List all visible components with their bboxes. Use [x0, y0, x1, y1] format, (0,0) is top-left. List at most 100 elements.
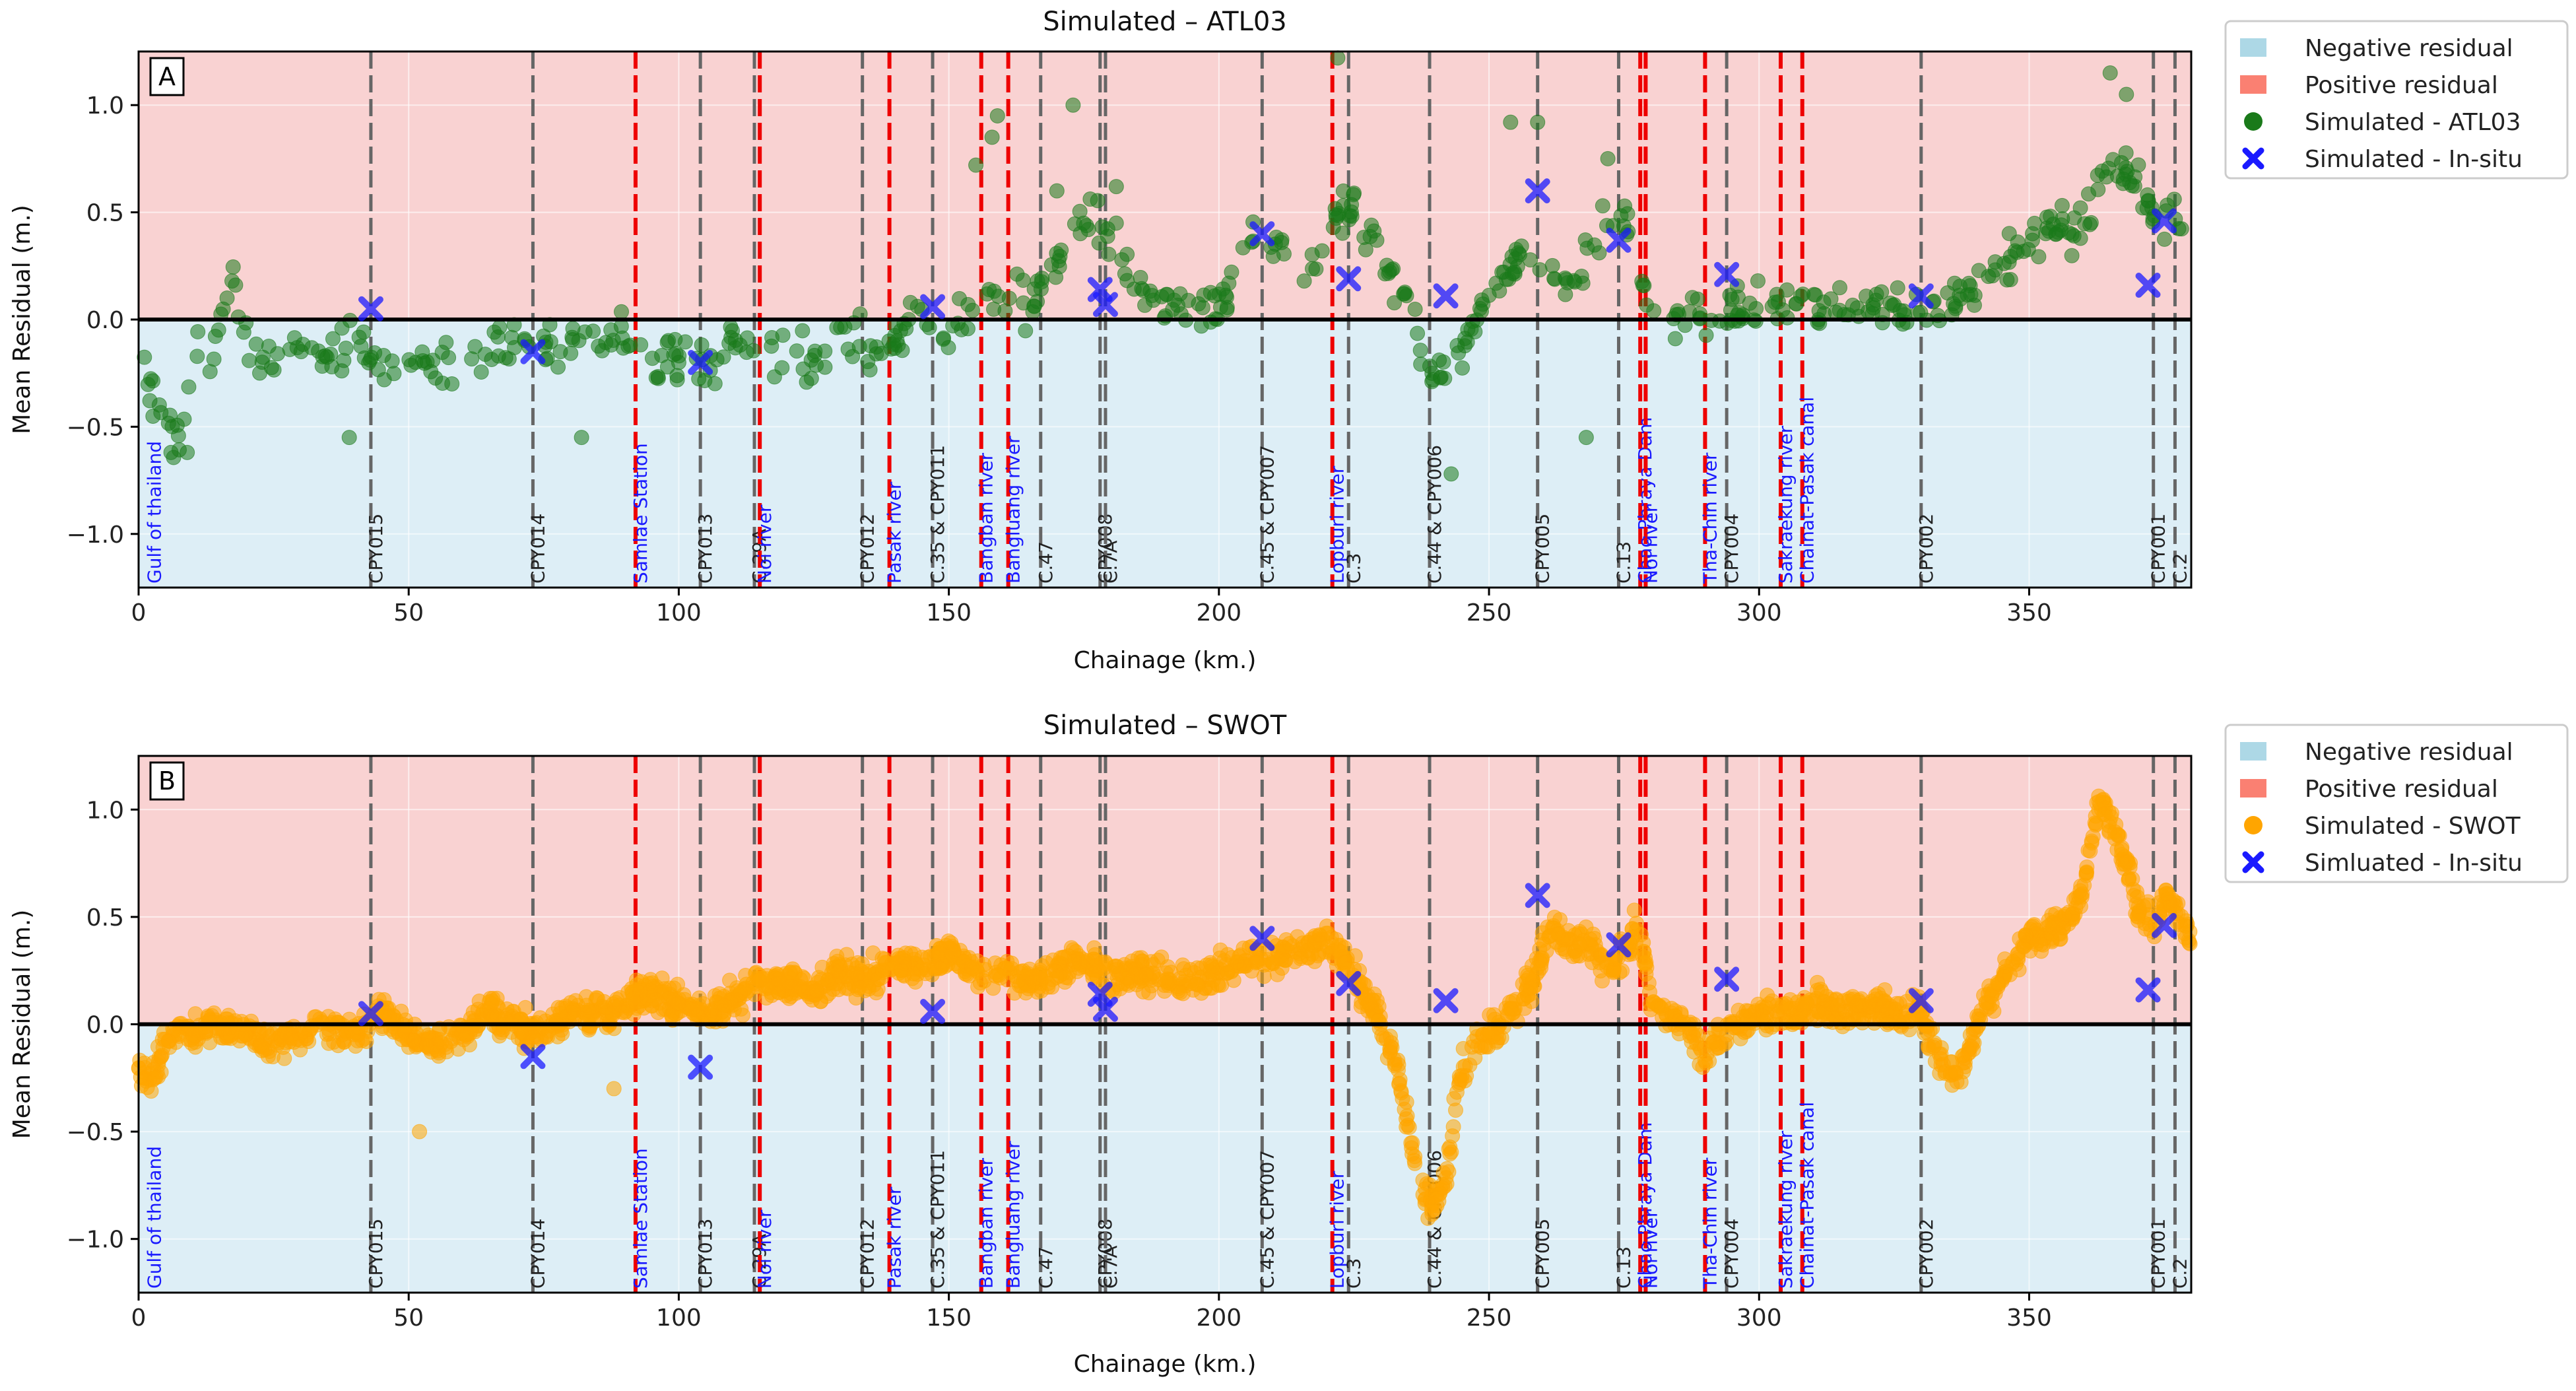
data-point: [338, 340, 354, 356]
data-point: [1123, 973, 1139, 989]
data-point: [286, 330, 302, 346]
data-point: [1172, 984, 1188, 1000]
data-point: [625, 991, 641, 1007]
reference-line-label: Pasak river: [884, 481, 906, 584]
data-point: [1178, 967, 1194, 983]
legend-swatch-positive: [2240, 75, 2266, 94]
data-point: [341, 430, 357, 446]
data-point: [2055, 211, 2070, 226]
data-point: [738, 968, 754, 984]
data-point: [1432, 353, 1447, 368]
data-point: [2018, 927, 2033, 943]
data-point: [1558, 271, 1574, 287]
data-point: [833, 319, 849, 335]
data-point: [2130, 908, 2146, 924]
data-point: [1503, 114, 1519, 130]
data-point: [242, 353, 257, 368]
data-point: [1626, 902, 1642, 918]
data-point: [1399, 1119, 1414, 1135]
data-point: [1808, 287, 1824, 303]
data-point: [687, 1007, 703, 1023]
data-point: [596, 994, 612, 1009]
y-tick-label: −1.0: [67, 522, 124, 549]
reference-line-label: Noi river: [1639, 1209, 1661, 1289]
data-point: [181, 379, 197, 395]
data-point: [563, 345, 579, 361]
data-point: [1504, 265, 1520, 281]
data-point: [2025, 226, 2041, 242]
data-point: [1053, 950, 1069, 966]
reference-line-label: Lopburi river: [1327, 1170, 1348, 1289]
legend-label: Simulated - In-situ: [2305, 146, 2523, 173]
data-point: [1868, 292, 1884, 308]
data-point: [1684, 290, 1700, 306]
data-point: [1966, 297, 1982, 313]
reference-line-label: CPY014: [527, 514, 548, 584]
legend-label: Positive residual: [2305, 72, 2498, 99]
in-situ-marker: [1525, 883, 1550, 908]
in-situ-marker: [520, 1044, 546, 1069]
data-point: [1719, 1027, 1734, 1043]
negative-residual-band: [139, 320, 2191, 588]
data-point: [1526, 978, 1542, 994]
data-point: [574, 430, 589, 446]
data-point: [2096, 807, 2112, 823]
negative-residual-band: [139, 1024, 2191, 1293]
data-point: [875, 963, 890, 978]
in-situ-marker: [1908, 988, 1934, 1013]
data-point: [418, 1038, 434, 1054]
data-point: [987, 968, 1003, 984]
data-point: [324, 359, 340, 375]
data-point: [594, 343, 610, 358]
data-point: [412, 1124, 428, 1139]
data-point: [1996, 255, 2012, 271]
data-point: [490, 1008, 506, 1024]
data-point: [1419, 1176, 1435, 1192]
data-point: [1330, 208, 1346, 224]
x-axis-label: Chainage (km.): [1074, 1351, 1257, 1378]
data-point: [1412, 343, 1428, 358]
data-point: [890, 337, 906, 353]
data-point: [1158, 287, 1174, 302]
y-tick-label: 0.0: [86, 1012, 124, 1039]
data-point: [1742, 295, 1758, 311]
data-point: [1653, 1000, 1669, 1016]
data-point: [1424, 1196, 1440, 1211]
in-situ-marker: [688, 349, 713, 375]
data-point: [1544, 257, 1560, 273]
reference-line-label: CPY012: [857, 514, 878, 584]
data-point: [650, 369, 666, 385]
data-point: [286, 1019, 302, 1035]
in-situ-marker: [1714, 967, 1740, 992]
data-point: [2110, 827, 2126, 842]
data-point: [1387, 1056, 1403, 1071]
data-point: [2181, 935, 2197, 951]
data-point: [694, 337, 710, 353]
data-point: [1750, 273, 1766, 289]
data-point: [851, 980, 867, 996]
data-point: [1330, 50, 1346, 66]
data-point: [1473, 303, 1489, 319]
panel-label: B: [158, 766, 176, 796]
data-point: [664, 1008, 680, 1024]
data-point: [2120, 854, 2136, 869]
reference-line-label: CPY004: [1721, 514, 1742, 584]
data-point: [1375, 1031, 1391, 1046]
data-point: [180, 444, 195, 460]
data-point: [2090, 182, 2106, 197]
data-point: [740, 983, 756, 999]
data-point: [1413, 356, 1429, 372]
data-point: [1114, 252, 1130, 267]
data-point: [1387, 295, 1403, 311]
data-point: [809, 982, 824, 998]
data-point: [1203, 314, 1218, 330]
reference-line-label: Pasak river: [884, 1186, 906, 1289]
data-point: [1151, 972, 1167, 988]
data-point: [932, 961, 948, 976]
data-point: [2033, 936, 2049, 952]
data-point: [2020, 242, 2036, 257]
data-point: [2166, 191, 2182, 207]
data-point: [423, 364, 439, 380]
in-situ-marker: [1433, 283, 1459, 309]
reference-line-label: C.3: [1342, 1258, 1364, 1289]
